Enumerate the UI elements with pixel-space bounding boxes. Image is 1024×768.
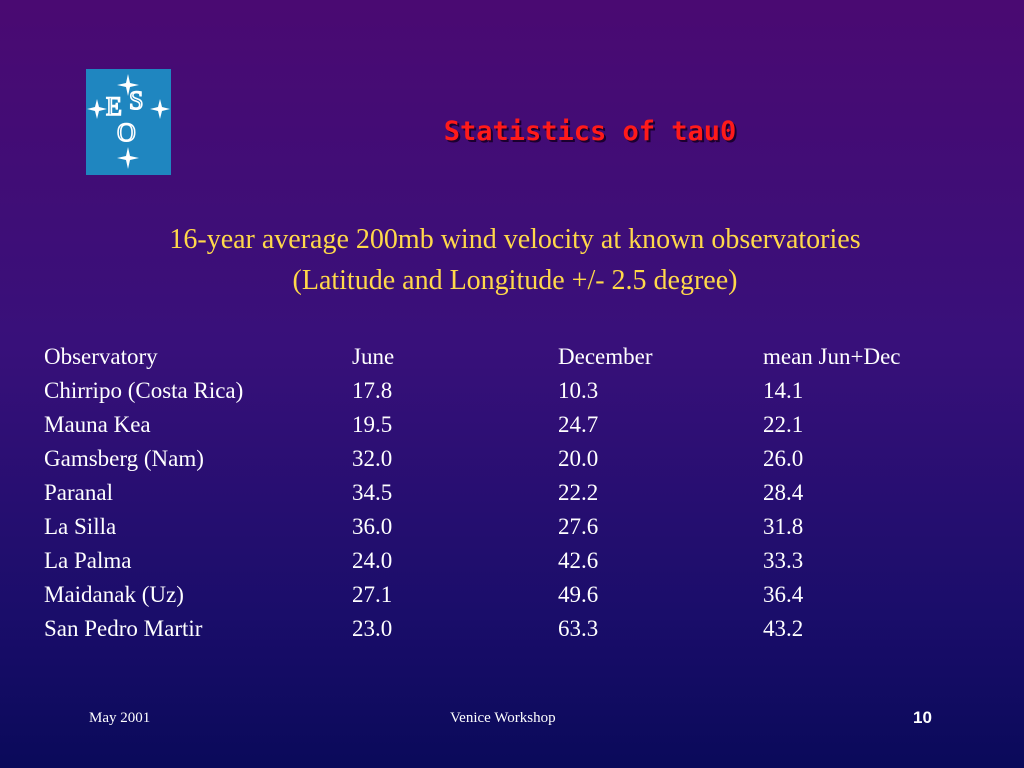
cell-mean: 28.4	[763, 480, 804, 505]
cell-observatory: La Silla	[44, 514, 117, 539]
cell-mean: 31.8	[763, 514, 804, 539]
cell-june: 32.0	[352, 446, 393, 471]
cell-june: 34.5	[352, 480, 393, 505]
cell-observatory: Gamsberg (Nam)	[44, 446, 204, 471]
wind-velocity-table: Observatory June December mean Jun+Dec C…	[44, 340, 963, 646]
cell-december: 42.6	[558, 548, 599, 573]
footer-event: Venice Workshop	[450, 710, 556, 726]
cell-mean: 36.4	[763, 582, 804, 607]
subtitle-line-1: 16-year average 200mb wind velocity at k…	[169, 224, 861, 255]
cell-december: 22.2	[558, 480, 599, 505]
cell-december: 63.3	[558, 616, 599, 641]
cell-observatory: Mauna Kea	[44, 412, 151, 437]
table-header-row: Observatory June December mean Jun+Dec	[44, 340, 963, 374]
slide-title: Statistics of tau0	[443, 116, 737, 147]
cell-observatory: Chirripo (Costa Rica)	[44, 378, 244, 403]
header-observatory: Observatory	[44, 344, 158, 369]
cell-december: 24.7	[558, 412, 599, 437]
cell-december: 10.3	[558, 378, 599, 403]
cell-june: 24.0	[352, 548, 393, 573]
cell-observatory: San Pedro Martir	[44, 616, 203, 641]
cell-mean: 43.2	[763, 616, 804, 641]
footer-page-number: 10	[913, 708, 932, 727]
table-row: Chirripo (Costa Rica) 17.8 10.3 14.1	[44, 374, 963, 408]
eso-star-logo-icon: E S O	[87, 74, 170, 169]
subtitle-line-2: (Latitude and Longitude +/- 2.5 degree)	[292, 265, 738, 296]
table-row: Mauna Kea 19.5 24.7 22.1	[44, 408, 963, 442]
table-row: La Silla 36.0 27.6 31.8	[44, 510, 963, 544]
table-row: San Pedro Martir 23.0 63.3 43.2	[44, 612, 963, 646]
cell-observatory: Maidanak (Uz)	[44, 582, 184, 607]
header-december: December	[558, 344, 653, 369]
header-june: June	[352, 344, 395, 369]
cell-mean: 14.1	[763, 378, 804, 403]
cell-mean: 22.1	[763, 412, 804, 437]
cell-observatory: Paranal	[44, 480, 113, 505]
table-row: Maidanak (Uz) 27.1 49.6 36.4	[44, 578, 963, 612]
cell-june: 17.8	[352, 378, 393, 403]
cell-june: 23.0	[352, 616, 393, 641]
svg-text:S: S	[129, 86, 143, 115]
footer-date: May 2001	[89, 710, 151, 726]
cell-december: 27.6	[558, 514, 599, 539]
cell-june: 27.1	[352, 582, 393, 607]
cell-june: 19.5	[352, 412, 393, 437]
svg-text:E: E	[106, 92, 122, 121]
svg-text:O: O	[117, 118, 136, 147]
cell-mean: 26.0	[763, 446, 804, 471]
eso-logo: E S O	[86, 69, 171, 175]
cell-june: 36.0	[352, 514, 393, 539]
cell-mean: 33.3	[763, 548, 804, 573]
table-row: Paranal 34.5 22.2 28.4	[44, 476, 963, 510]
table-row: La Palma 24.0 42.6 33.3	[44, 544, 963, 578]
cell-december: 20.0	[558, 446, 599, 471]
header-mean: mean Jun+Dec	[763, 344, 901, 369]
cell-observatory: La Palma	[44, 548, 132, 573]
cell-december: 49.6	[558, 582, 599, 607]
table-row: Gamsberg (Nam) 32.0 20.0 26.0	[44, 442, 963, 476]
